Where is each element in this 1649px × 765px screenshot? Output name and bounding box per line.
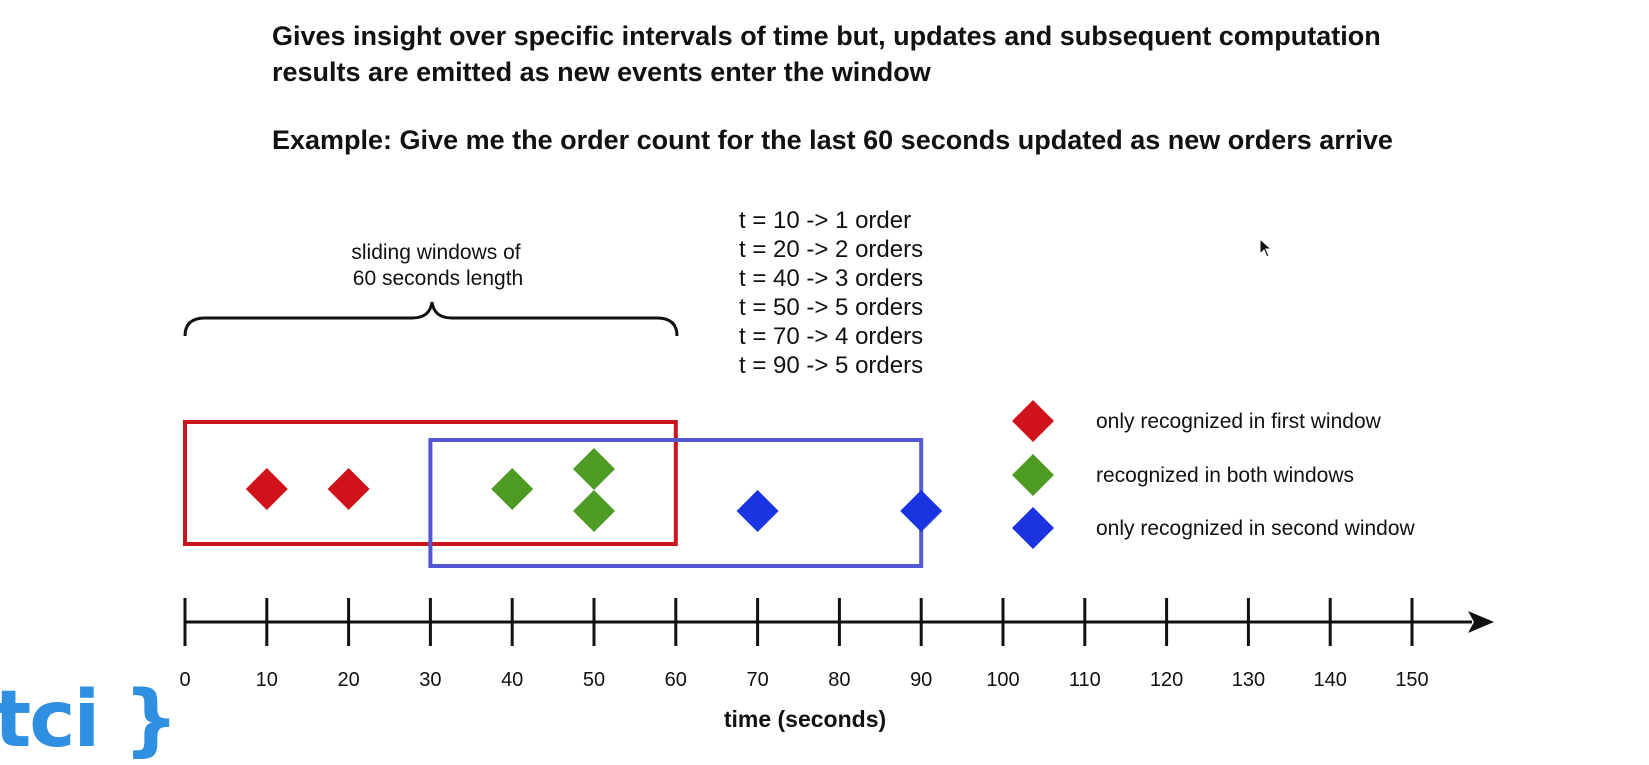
legend-marker <box>1012 400 1054 442</box>
event-diamond <box>900 490 943 532</box>
count-line-5: t = 70 -> 4 orders <box>739 323 923 350</box>
tick-label: 140 <box>1314 669 1347 691</box>
brace-label-line1: sliding windows of <box>351 241 520 264</box>
count-line-1: t = 10 -> 1 order <box>739 207 911 234</box>
count-line-3: t = 40 -> 3 orders <box>739 265 923 292</box>
tick-label: 10 <box>256 669 278 691</box>
curly-brace <box>183 301 679 337</box>
logo: tci } <box>0 675 179 765</box>
tick-label: 80 <box>828 669 850 691</box>
legend-label: only recognized in first window <box>1096 410 1382 433</box>
axis-label: time (seconds) <box>724 706 886 732</box>
brace-label-line2: 60 seconds length <box>353 267 523 290</box>
time-axis: time (seconds) 0 10 20 30 40 50 60 70 80 90 100 110… <box>179 598 1494 732</box>
tick-label: 0 <box>179 669 190 691</box>
event-diamond <box>573 448 615 490</box>
heading-1: Gives insight over specific intervals of… <box>272 21 1381 87</box>
event-diamond <box>245 468 288 510</box>
heading-2: Example: Give me the order count for the… <box>272 125 1393 155</box>
event-diamond <box>327 468 370 510</box>
mouse-cursor-icon <box>1259 238 1273 258</box>
tick-label: 60 <box>665 669 687 691</box>
tick-label: 120 <box>1150 669 1183 691</box>
legend-label: only recognized in second window <box>1096 517 1416 540</box>
event-diamond <box>736 490 779 532</box>
axis-arrow <box>1468 611 1494 633</box>
count-line-4: t = 50 -> 5 orders <box>739 294 923 321</box>
legend-label: recognized in both windows <box>1096 464 1354 487</box>
tick-label: 40 <box>501 669 523 691</box>
tick-label: 50 <box>583 669 605 691</box>
tick-label: 150 <box>1395 669 1428 691</box>
event-diamond <box>491 468 534 510</box>
order-counts: t = 10 -> 1 order t = 20 -> 2 orders t =… <box>739 207 923 379</box>
tick-label: 30 <box>419 669 441 691</box>
tick-label: 90 <box>910 669 932 691</box>
legend: only recognized in first window recognize… <box>1012 400 1416 549</box>
windows <box>183 420 924 568</box>
tick-label: 100 <box>986 669 1019 691</box>
count-line-2: t = 20 -> 2 orders <box>739 236 923 263</box>
tick-label: 70 <box>746 669 768 691</box>
tick-label: 130 <box>1232 669 1265 691</box>
legend-marker <box>1012 507 1054 549</box>
window-length-brace: sliding windows of 60 seconds length <box>183 241 679 337</box>
event-diamond <box>573 490 615 532</box>
legend-marker <box>1012 454 1054 496</box>
count-line-6: t = 90 -> 5 orders <box>739 352 923 379</box>
events <box>245 448 943 532</box>
tick-label: 110 <box>1069 669 1101 691</box>
tick-label: 20 <box>337 669 359 691</box>
